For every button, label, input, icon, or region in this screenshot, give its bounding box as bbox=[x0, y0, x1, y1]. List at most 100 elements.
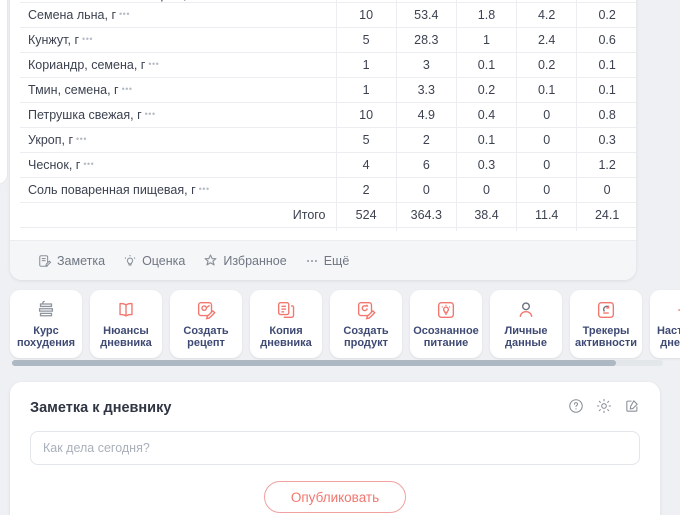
food-name-cell[interactable]: Кунжут, г ••• bbox=[20, 27, 337, 53]
note-input[interactable] bbox=[30, 431, 640, 465]
cell-weight: 10 bbox=[336, 2, 397, 28]
gear-icon[interactable] bbox=[596, 398, 612, 417]
total-fat: 16.3 bbox=[516, 227, 578, 231]
cell-weight: 1 bbox=[336, 77, 397, 103]
quick-button-9[interactable]: Настройки дневника bbox=[650, 290, 680, 358]
diary-card: Томатная паста. Консервы, г•••1016.20.50… bbox=[10, 0, 636, 280]
quick-button-8[interactable]: Трекеры активности bbox=[570, 290, 642, 358]
cell-weight: 10 bbox=[336, 102, 397, 128]
diary-table-scroll[interactable]: Томатная паста. Консервы, г•••1016.20.50… bbox=[10, 0, 636, 231]
row-menu-icon[interactable]: ••• bbox=[198, 184, 210, 194]
person-icon bbox=[515, 299, 537, 321]
quick-button-label: Курс похудения bbox=[16, 324, 76, 350]
quick-buttons-scroll-thumb[interactable] bbox=[12, 360, 616, 366]
quick-buttons-strip: Курс похудения Нюансы дневника Создать рец… bbox=[10, 290, 680, 370]
diary-action-bar: Заметка Оценка bbox=[10, 240, 636, 280]
cell-kcal: 53.4 bbox=[396, 2, 457, 28]
food-name-cell[interactable]: Кориандр, семена, г ••• bbox=[20, 52, 337, 78]
row-menu-icon[interactable]: ••• bbox=[83, 159, 95, 169]
cell-kcal: 3.3 bbox=[396, 77, 457, 103]
food-name-cell[interactable]: Тмин, семена, г ••• bbox=[20, 77, 337, 103]
help-icon[interactable] bbox=[568, 398, 584, 417]
quick-button-7[interactable]: Личные данные bbox=[490, 290, 562, 358]
table-row[interactable]: Томатная паста. Консервы, г•••1016.20.50… bbox=[20, 0, 636, 3]
total-kcal: 364.3 bbox=[396, 202, 457, 228]
cell-fat: 0.2 bbox=[516, 52, 578, 78]
edit-icon[interactable] bbox=[624, 398, 640, 417]
total-kcal: 758.7 bbox=[396, 227, 457, 231]
table-row[interactable]: Петрушка свежая, г ••• 10 4.9 0.4 0 0.8 bbox=[20, 102, 636, 128]
table-row[interactable]: Соль поваренная пищевая, г ••• 2 0 0 0 0 bbox=[20, 177, 636, 203]
cell-weight: 5 bbox=[336, 127, 397, 153]
cell-kcal: 16.2 bbox=[396, 0, 457, 3]
diary-note-card: Заметка к дневнику bbox=[10, 382, 660, 515]
food-name-cell[interactable]: Петрушка свежая, г ••• bbox=[20, 102, 337, 128]
cell-protein: 0.3 bbox=[456, 152, 518, 178]
row-menu-icon[interactable]: ••• bbox=[148, 59, 160, 69]
publish-button-wrap: Опубликовать bbox=[30, 481, 640, 513]
quick-button-6[interactable]: Осознанное питание bbox=[410, 290, 482, 358]
cell-protein: 0.4 bbox=[456, 102, 518, 128]
open-book-icon bbox=[115, 299, 137, 321]
row-menu-icon[interactable]: ••• bbox=[144, 109, 156, 119]
food-name-cell[interactable]: Чеснок, г ••• bbox=[20, 152, 337, 178]
quick-button-3[interactable]: Создать рецепт bbox=[170, 290, 242, 358]
action-favorite[interactable]: Избранное bbox=[203, 253, 287, 268]
copy-document-icon bbox=[275, 299, 297, 321]
action-note[interactable]: Заметка bbox=[38, 254, 105, 268]
activity-tracker-icon bbox=[595, 299, 617, 321]
quick-button-2[interactable]: Нюансы дневника bbox=[90, 290, 162, 358]
product-edit-icon bbox=[355, 299, 377, 321]
cell-fat: 0.1 bbox=[516, 77, 578, 103]
table-row[interactable]: Кориандр, семена, г ••• 1 3 0.1 0.2 0.1 bbox=[20, 52, 636, 78]
table-row[interactable]: Укроп, г ••• 5 2 0.1 0 0.3 bbox=[20, 127, 636, 153]
note-card-icons bbox=[568, 398, 640, 417]
food-name-cell[interactable]: Соль поваренная пищевая, г ••• bbox=[20, 177, 337, 203]
table-row[interactable]: Чеснок, г ••• 4 6 0.3 0 1.2 bbox=[20, 152, 636, 178]
food-name-cell[interactable]: Томатная паста. Консервы, г••• bbox=[20, 0, 337, 3]
cell-fat: 0 bbox=[516, 127, 578, 153]
table-row[interactable]: Кунжут, г ••• 5 28.3 1 2.4 0.6 bbox=[20, 27, 636, 53]
food-name-cell[interactable]: Укроп, г ••• bbox=[20, 127, 337, 153]
row-menu-icon[interactable]: ••• bbox=[121, 84, 133, 94]
cell-fat: 4.2 bbox=[516, 2, 578, 28]
cell-protein: 1.8 bbox=[456, 2, 518, 28]
total-label: Итого за день bbox=[20, 227, 337, 231]
quick-button-label: Нюансы дневника bbox=[100, 324, 152, 350]
table-row[interactable]: Тмин, семена, г ••• 1 3.3 0.2 0.1 0.1 bbox=[20, 77, 636, 103]
total-carbs: 24.1 bbox=[576, 202, 636, 228]
row-menu-icon[interactable]: ••• bbox=[82, 34, 93, 44]
cell-kcal: 2 bbox=[396, 127, 457, 153]
table-row[interactable]: Семена льна, г ••• 10 53.4 1.8 4.2 0.2 bbox=[20, 2, 636, 28]
note-card-title: Заметка к дневнику bbox=[30, 399, 172, 416]
note-icon bbox=[38, 254, 52, 268]
cell-kcal: 28.3 bbox=[396, 27, 457, 53]
quick-button-label: Копия дневника bbox=[260, 324, 312, 350]
quick-button-5[interactable]: Создать продукт bbox=[330, 290, 402, 358]
row-menu-icon[interactable]: ••• bbox=[119, 9, 130, 19]
quick-button-4[interactable]: Копия дневника bbox=[250, 290, 322, 358]
action-more[interactable]: Ещё bbox=[305, 254, 349, 268]
row-menu-icon[interactable]: ••• bbox=[76, 134, 87, 144]
note-card-header: Заметка к дневнику bbox=[30, 398, 640, 417]
cell-weight: 5 bbox=[336, 27, 397, 53]
cell-kcal: 3 bbox=[396, 52, 457, 78]
publish-button[interactable]: Опубликовать bbox=[263, 481, 407, 513]
food-name-cell[interactable]: Семена льна, г ••• bbox=[20, 2, 337, 28]
quick-button-label: Личные данные bbox=[504, 324, 548, 350]
ellipsis-icon bbox=[305, 254, 319, 268]
total-carbs: 39.2 bbox=[576, 227, 636, 231]
lightbulb-box-icon bbox=[435, 299, 457, 321]
cell-protein: 1 bbox=[456, 27, 518, 53]
quick-button-1[interactable]: Курс похудения bbox=[10, 290, 82, 358]
quick-buttons-row: Курс похудения Нюансы дневника Создать рец… bbox=[10, 290, 680, 358]
cell-weight: 2 bbox=[336, 177, 397, 203]
books-icon bbox=[35, 299, 57, 321]
action-rating[interactable]: Оценка bbox=[123, 254, 185, 268]
cell-carbs: 0.2 bbox=[576, 2, 636, 28]
quick-buttons-scrollbar[interactable] bbox=[12, 360, 663, 366]
total-weight: 899 bbox=[336, 227, 397, 231]
cell-carbs: 0.1 bbox=[576, 77, 636, 103]
cell-weight: 1 bbox=[336, 52, 397, 78]
quick-button-label: Настройки дневника bbox=[656, 324, 680, 350]
